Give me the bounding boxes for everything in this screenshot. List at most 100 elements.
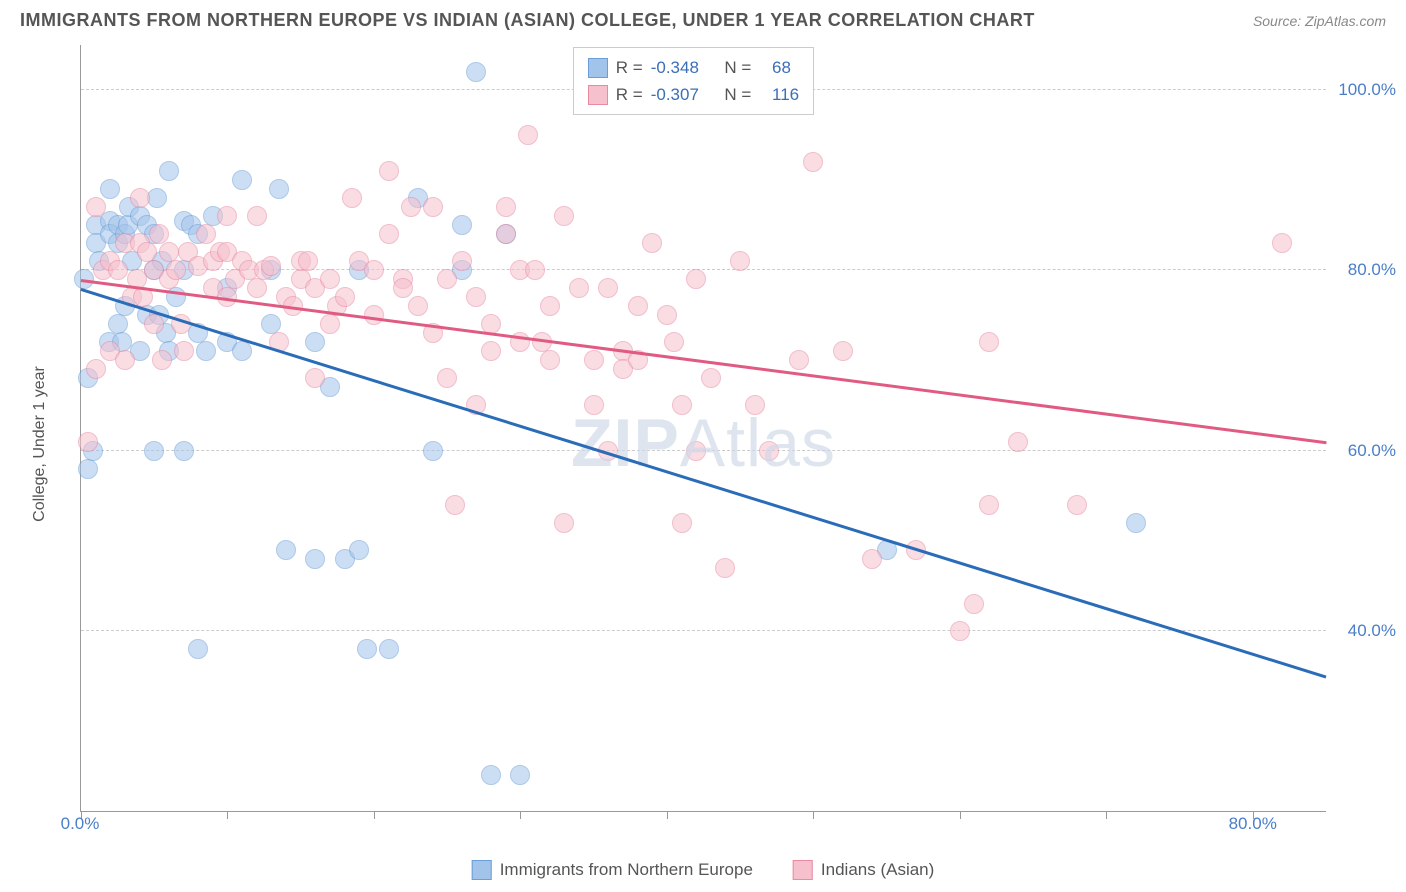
x-tick	[520, 811, 521, 819]
scatter-point	[159, 242, 179, 262]
scatter-point	[144, 441, 164, 461]
n-label: N =	[724, 54, 751, 81]
chart-title: IMMIGRANTS FROM NORTHERN EUROPE VS INDIA…	[20, 10, 1035, 31]
scatter-point	[217, 206, 237, 226]
scatter-point	[445, 495, 465, 515]
scatter-point	[481, 341, 501, 361]
scatter-point	[686, 269, 706, 289]
scatter-point	[342, 188, 362, 208]
scatter-point	[1126, 513, 1146, 533]
scatter-point	[496, 197, 516, 217]
scatter-point	[569, 278, 589, 298]
scatter-point	[130, 188, 150, 208]
scatter-point	[86, 197, 106, 217]
x-tick	[667, 811, 668, 819]
chart-header: IMMIGRANTS FROM NORTHERN EUROPE VS INDIA…	[0, 0, 1406, 31]
x-tick	[1106, 811, 1107, 819]
scatter-point	[305, 549, 325, 569]
scatter-point	[247, 206, 267, 226]
scatter-point	[393, 278, 413, 298]
source-label: Source:	[1253, 13, 1301, 29]
scatter-point	[540, 296, 560, 316]
scatter-point	[144, 314, 164, 334]
y-tick-label: 60.0%	[1348, 441, 1396, 461]
r-label: R =	[616, 81, 643, 108]
scatter-point	[833, 341, 853, 361]
trend-line	[81, 288, 1327, 678]
scatter-point	[642, 233, 662, 253]
x-tick-label: 80.0%	[1229, 814, 1277, 834]
r-value-1: -0.348	[651, 54, 699, 81]
scatter-point	[349, 540, 369, 560]
scatter-point	[78, 459, 98, 479]
scatter-point	[305, 332, 325, 352]
scatter-point	[730, 251, 750, 271]
scatter-point	[554, 513, 574, 533]
scatter-point	[379, 639, 399, 659]
scatter-point	[979, 495, 999, 515]
swatch-series-2	[793, 860, 813, 880]
scatter-point	[147, 188, 167, 208]
scatter-point	[628, 296, 648, 316]
y-tick-label: 80.0%	[1348, 260, 1396, 280]
y-tick-label: 40.0%	[1348, 621, 1396, 641]
scatter-point	[466, 62, 486, 82]
scatter-point	[466, 287, 486, 307]
scatter-point	[525, 260, 545, 280]
swatch-series-1	[472, 860, 492, 880]
scatter-point	[664, 332, 684, 352]
scatter-point	[686, 441, 706, 461]
scatter-point	[408, 296, 428, 316]
scatter-point	[657, 305, 677, 325]
scatter-point	[159, 161, 179, 181]
scatter-point	[437, 269, 457, 289]
gridline	[81, 630, 1326, 631]
scatter-point	[335, 287, 355, 307]
scatter-point	[452, 251, 472, 271]
scatter-point	[276, 540, 296, 560]
bottom-legend-item-2: Indians (Asian)	[793, 860, 934, 880]
scatter-point	[320, 269, 340, 289]
chart-source: Source: ZipAtlas.com	[1253, 13, 1386, 29]
scatter-point	[745, 395, 765, 415]
n-value-2: 116	[772, 81, 799, 108]
x-tick	[227, 811, 228, 819]
trend-line	[81, 279, 1326, 444]
x-tick	[960, 811, 961, 819]
scatter-point	[364, 260, 384, 280]
scatter-point	[108, 260, 128, 280]
scatter-point	[759, 441, 779, 461]
scatter-point	[554, 206, 574, 226]
n-value-1: 68	[772, 54, 791, 81]
scatter-point	[452, 215, 472, 235]
r-label: R =	[616, 54, 643, 81]
swatch-series-1	[588, 58, 608, 78]
scatter-point	[379, 224, 399, 244]
scatter-point	[174, 441, 194, 461]
correlation-legend-box: R = -0.348 N = 68 R = -0.307 N = 116	[573, 47, 814, 115]
scatter-point	[108, 314, 128, 334]
scatter-point	[1272, 233, 1292, 253]
series-2-label: Indians (Asian)	[821, 860, 934, 880]
x-tick	[813, 811, 814, 819]
scatter-point	[672, 395, 692, 415]
scatter-point	[423, 441, 443, 461]
scatter-point	[584, 395, 604, 415]
scatter-point	[1008, 432, 1028, 452]
scatter-point	[232, 341, 252, 361]
scatter-point	[496, 224, 516, 244]
scatter-point	[196, 341, 216, 361]
legend-row-series-1: R = -0.348 N = 68	[588, 54, 799, 81]
scatter-point	[598, 278, 618, 298]
scatter-point	[115, 350, 135, 370]
scatter-point	[789, 350, 809, 370]
scatter-point	[100, 179, 120, 199]
scatter-point	[540, 350, 560, 370]
scatter-point	[247, 278, 267, 298]
scatter-point	[481, 765, 501, 785]
scatter-point	[261, 256, 281, 276]
scatter-point	[152, 350, 172, 370]
scatter-point	[979, 332, 999, 352]
bottom-legend-item-1: Immigrants from Northern Europe	[472, 860, 753, 880]
chart-container: College, Under 1 year ZIPAtlas R = -0.34…	[50, 45, 1326, 842]
